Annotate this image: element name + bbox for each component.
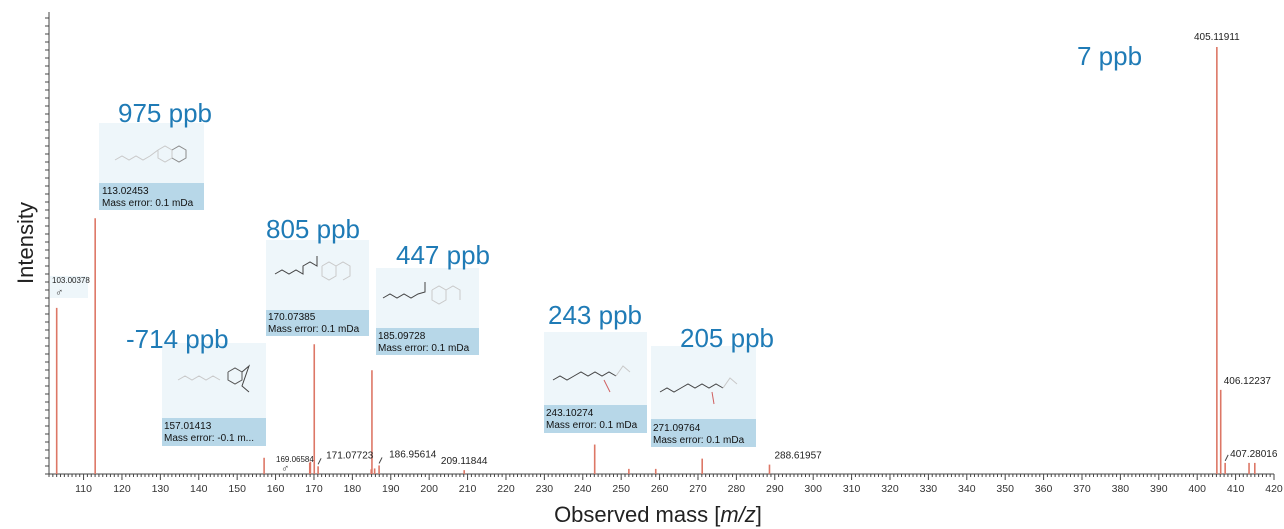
x-tick-label: 400 <box>1188 483 1206 495</box>
structure-image-113 <box>114 145 187 163</box>
ppb-label-113: 975 ppb <box>118 98 212 128</box>
x-tick-label: 190 <box>382 483 400 495</box>
ppb-label-271: 205 ppb <box>680 323 774 353</box>
ppb-label-405: 7 ppb <box>1077 41 1142 71</box>
x-tick-label: 350 <box>996 483 1014 495</box>
annotation-error-157: Mass error: -0.1 m... <box>164 433 254 444</box>
x-tick-label: 150 <box>228 483 246 495</box>
x-tick-label: 370 <box>1073 483 1091 495</box>
x-axis-ticks: 110 120 130 140 150 160 170 180 190 200 210 220 230 2… <box>48 474 1283 495</box>
x-tick-label: 240 <box>574 483 592 495</box>
structure-image-170 <box>274 256 351 281</box>
x-tick-label: 220 <box>497 483 515 495</box>
isotope-icon: ♂ <box>281 463 289 475</box>
annotation-mass-170: 170.07385 <box>268 312 316 323</box>
annotation-mass-157: 157.01413 <box>164 421 212 432</box>
structure-image-271 <box>659 377 738 405</box>
annotation-error-243: Mass error: 0.1 mDa <box>546 420 638 431</box>
x-tick-label: 330 <box>920 483 938 495</box>
x-tick-label: 320 <box>881 483 899 495</box>
annotation-box-157: 157.01413 Mass error: -0.1 m... <box>162 343 266 446</box>
x-tick-label: 140 <box>190 483 208 495</box>
isotope-mark-103: 103.00378 ♂ <box>50 276 90 299</box>
x-tick-label: 390 <box>1150 483 1168 495</box>
x-axis-title: Observed mass [m/z] <box>554 502 762 527</box>
peak-label: 405.11911 <box>1194 32 1240 43</box>
annotation-box-170: 170.07385 Mass error: 0.1 mDa <box>266 240 369 336</box>
x-tick-label: 380 <box>1112 483 1130 495</box>
annotation-mass-243: 243.10274 <box>546 408 594 419</box>
x-tick-label: 160 <box>267 483 285 495</box>
svg-text:169.06584: 169.06584 <box>276 455 314 464</box>
y-axis-minor-ticks <box>45 17 49 475</box>
svg-text:103.00378: 103.00378 <box>52 276 90 285</box>
annotation-error-185: Mass error: 0.1 mDa <box>378 343 470 354</box>
annotation-mass-113: 113.02453 <box>102 186 149 197</box>
x-tick-label: 260 <box>651 483 669 495</box>
x-tick-label: 210 <box>459 483 477 495</box>
annotation-mass-271: 271.09764 <box>653 423 701 434</box>
ppb-label-157: -714 ppb <box>126 324 229 354</box>
x-tick-label: 270 <box>689 483 707 495</box>
isotope-mark-169: 169.06584 ♂ <box>276 455 314 475</box>
peak-label: 406.12237 <box>1224 376 1272 387</box>
x-tick-label: 230 <box>536 483 554 495</box>
peak-label: 186.95614 <box>389 449 437 460</box>
structure-image-243 <box>552 365 631 393</box>
x-tick-label: 340 <box>958 483 976 495</box>
peak-label: 407.28016 <box>1230 449 1278 460</box>
structure-image-157 <box>177 364 251 393</box>
ppb-label-170: 805 ppb <box>266 214 360 244</box>
ppb-label-243: 243 ppb <box>548 300 642 330</box>
isotope-icon: ♂ <box>55 287 63 299</box>
annotation-error-271: Mass error: 0.1 mDa <box>653 435 745 446</box>
peak-label: 209.11844 <box>441 456 488 467</box>
peak-label-leader <box>378 457 383 464</box>
annotation-box-243: 243.10274 Mass error: 0.1 mDa <box>544 332 647 433</box>
x-tick-label: 110 <box>75 483 92 495</box>
x-tick-label: 130 <box>152 483 170 495</box>
x-tick-label: 120 <box>113 483 131 495</box>
ppb-label-185: 447 ppb <box>396 240 490 270</box>
x-tick-label: 180 <box>344 483 362 495</box>
annotation-box-113: 113.02453 Mass error: 0.1 mDa <box>99 123 204 210</box>
x-tick-label: 170 <box>305 483 323 495</box>
peak-label-leader <box>317 458 322 465</box>
x-tick-label: 420 <box>1265 483 1283 495</box>
y-axis-title: Intensity <box>13 202 38 284</box>
x-tick-label: 310 <box>843 483 861 495</box>
annotation-box-271: 271.09764 Mass error: 0.1 mDa <box>651 346 756 447</box>
x-tick-label: 300 <box>804 483 822 495</box>
peak-labels: 171.07723 186.95614 209.11844 288.61957 405.… <box>317 32 1278 467</box>
x-tick-label: 410 <box>1227 483 1245 495</box>
x-tick-label: 360 <box>1035 483 1053 495</box>
peaks <box>55 47 1256 474</box>
annotation-error-170: Mass error: 0.1 mDa <box>268 324 360 335</box>
annotation-error-113: Mass error: 0.1 mDa <box>102 198 194 209</box>
peak-label: 288.61957 <box>774 451 822 462</box>
peak-label: 171.07723 <box>326 450 374 461</box>
structure-image-185 <box>382 282 461 305</box>
peak-label-leader <box>1224 454 1229 462</box>
x-tick-label: 290 <box>766 483 784 495</box>
annotation-mass-185: 185.09728 <box>378 331 426 342</box>
annotation-box-185: 185.09728 Mass error: 0.1 mDa <box>376 268 479 355</box>
x-tick-label: 280 <box>728 483 746 495</box>
x-tick-label: 250 <box>612 483 630 495</box>
x-tick-label: 200 <box>420 483 438 495</box>
